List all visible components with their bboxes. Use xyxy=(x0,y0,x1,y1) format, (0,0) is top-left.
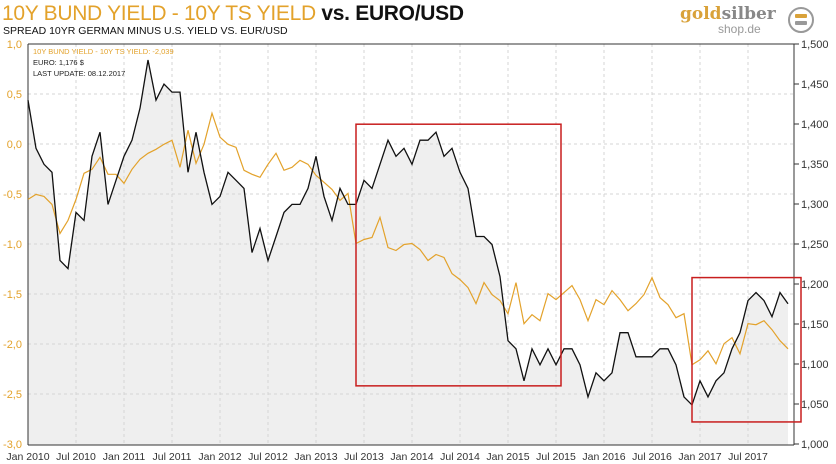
eurusd-series-line xyxy=(27,59,789,407)
right-axis-tick-label: 1,200 xyxy=(801,279,829,291)
right-axis-tick-label: 1,300 xyxy=(801,199,829,211)
right-axis-tick-label: 1,150 xyxy=(801,319,829,331)
x-axis-tick-label: Jul 2013 xyxy=(344,451,384,463)
x-axis-tick-label: Jul 2017 xyxy=(728,451,768,463)
left-axis-tick-label: -2,0 xyxy=(3,339,22,351)
x-axis-tick-label: Jul 2010 xyxy=(56,451,96,463)
right-axis-tick-label: 1,100 xyxy=(801,359,829,371)
right-axis-tick-label: 1,500 xyxy=(801,39,829,51)
chart-title: 10Y BUND YIELD - 10Y TS YIELD vs. EURO/U… xyxy=(2,2,464,25)
left-axis-tick-label: 1,0 xyxy=(7,39,22,51)
right-axis-tick-label: 1,050 xyxy=(801,399,829,411)
x-axis-tick-label: Jan 2016 xyxy=(582,451,625,463)
x-axis-tick-label: Jul 2011 xyxy=(153,451,192,463)
annotation-text: EURO: 1,176 $ xyxy=(33,58,85,67)
x-axis-tick-label: Jul 2016 xyxy=(632,451,672,463)
left-axis-tick-label: 0,5 xyxy=(7,89,22,101)
x-axis-tick-label: Jan 2011 xyxy=(103,451,146,463)
right-axis-tick-label: 1,350 xyxy=(801,159,829,171)
right-axis-tick-label: 1,400 xyxy=(801,119,829,131)
annotation-text: 10Y BUND YIELD - 10Y TS YIELD: -2,039 xyxy=(33,47,174,56)
highlight-box xyxy=(691,276,802,423)
x-axis-tick-label: Jan 2013 xyxy=(294,451,337,463)
annotation-text: LAST UPDATE: 08.12.2017 xyxy=(33,69,125,78)
x-axis-tick-label: Jul 2015 xyxy=(536,451,576,463)
left-axis-tick-label: -0,5 xyxy=(3,189,22,201)
x-axis-tick-label: Jan 2015 xyxy=(486,451,529,463)
left-axis-tick-label: -3,0 xyxy=(3,439,22,451)
x-axis-tick-label: Jan 2010 xyxy=(6,451,49,463)
left-axis-tick-label: -2,5 xyxy=(3,389,22,401)
eurusd-area-fill xyxy=(28,60,788,445)
right-axis-tick-label: 1,250 xyxy=(801,239,829,251)
goldsilbershop-logo: goldsilber shop.de xyxy=(680,4,830,38)
spread-series-line xyxy=(27,111,789,366)
x-axis-tick-label: Jan 2017 xyxy=(678,451,721,463)
logo-coin-icon xyxy=(788,7,814,33)
chart-subtitle: SPREAD 10YR GERMAN MINUS U.S. YIELD VS. … xyxy=(3,25,288,37)
x-axis-tick-label: Jan 2012 xyxy=(198,451,241,463)
highlight-box xyxy=(355,123,562,387)
x-axis-tick-label: Jul 2012 xyxy=(248,451,288,463)
left-axis-tick-label: 0,0 xyxy=(7,139,22,151)
left-axis-tick-label: -1,5 xyxy=(3,289,22,301)
right-axis-tick-label: 1,450 xyxy=(801,79,829,91)
right-axis-tick-label: 1,000 xyxy=(801,439,829,451)
x-axis-tick-label: Jan 2014 xyxy=(390,451,433,463)
x-axis-tick-label: Jul 2014 xyxy=(440,451,480,463)
left-axis-tick-label: -1,0 xyxy=(3,239,22,251)
